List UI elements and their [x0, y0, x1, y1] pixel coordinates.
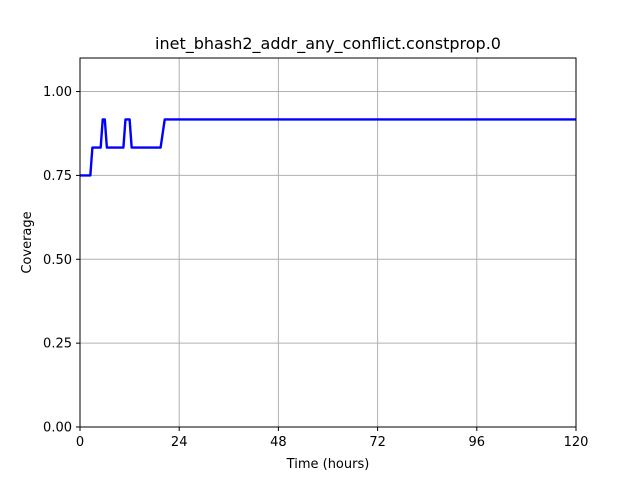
series-layer — [80, 118, 576, 177]
x-tick-label: 72 — [369, 435, 386, 450]
chart-title: inet_bhash2_addr_any_conflict.constprop.… — [155, 34, 501, 54]
x-tick-label: 120 — [564, 435, 589, 450]
coverage-line — [80, 118, 576, 177]
x-tick-label: 0 — [76, 435, 84, 450]
x-axis-label: Time (hours) — [286, 457, 370, 472]
y-tick-label: 1.00 — [43, 85, 72, 100]
x-tick-label: 24 — [171, 435, 188, 450]
y-tick-label: 0.50 — [43, 253, 72, 268]
y-tick-label: 0.25 — [43, 337, 72, 352]
plot-frame — [79, 57, 577, 428]
y-axis-label: Coverage — [20, 211, 35, 273]
y-tick-label: 0.00 — [43, 421, 72, 436]
x-tick-label: 48 — [270, 435, 287, 450]
tick-layer: 0 24 48 72 96 120 0.00 0.25 0.50 0.75 1.00 — [43, 85, 588, 450]
y-tick-label: 0.75 — [43, 169, 72, 184]
x-tick-label: 96 — [469, 435, 486, 450]
